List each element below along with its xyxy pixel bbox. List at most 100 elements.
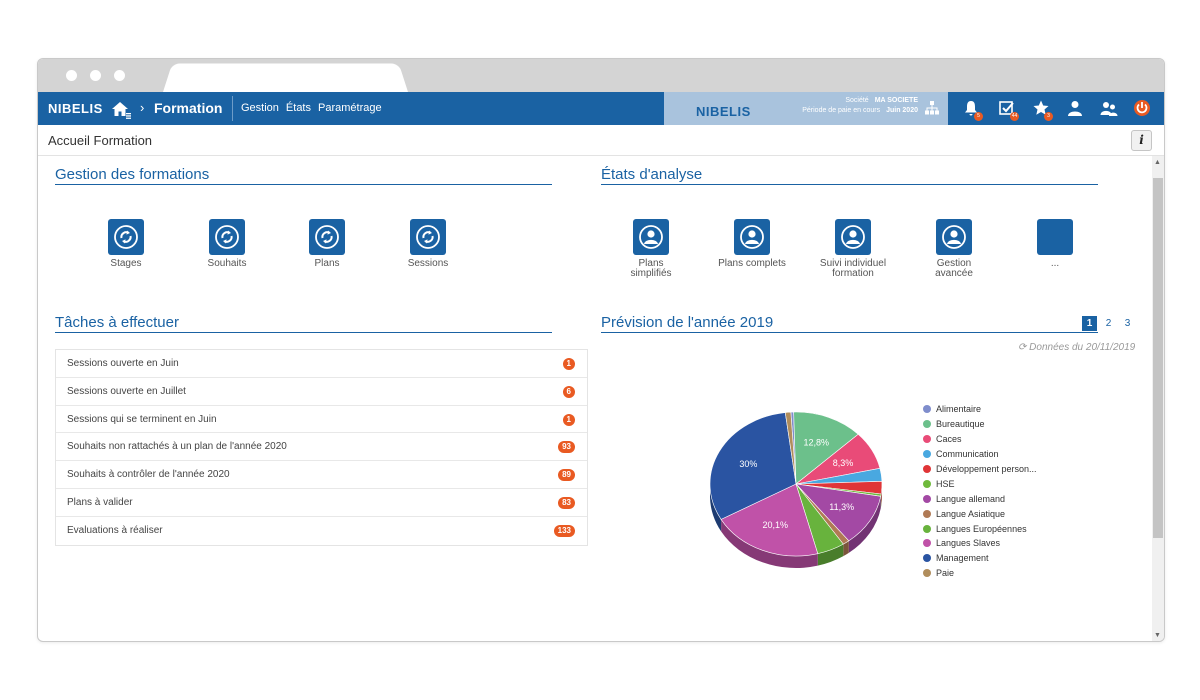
section-title-gestion: Gestion des formations — [55, 166, 552, 185]
section-title-prevision: Prévision de l'année 2019 — [601, 314, 1098, 333]
scroll-thumb[interactable] — [1153, 178, 1163, 538]
bell-badge: 5 — [974, 112, 983, 121]
tile-label-line1: Plans — [638, 258, 664, 269]
task-label: Sessions qui se terminent en Juin — [67, 413, 217, 425]
user-circle-icon — [835, 219, 871, 255]
pager-page-2[interactable]: 2 — [1105, 318, 1112, 329]
browser-tab[interactable] — [163, 63, 408, 92]
tile-gestion-1[interactable]: Souhaits — [187, 219, 267, 269]
breadcrumb-current[interactable]: Formation — [154, 100, 223, 116]
pie-chart: 12,8%8,3% 11,3% 20,1% 30% — [709, 411, 883, 568]
pager-page-1[interactable]: 1 — [1082, 316, 1097, 331]
tile-etats-3[interactable]: Gestion avancée — [914, 219, 994, 279]
legend-item[interactable]: Management — [923, 551, 1037, 566]
legend-item[interactable]: Langue allemand — [923, 491, 1037, 506]
tile-etats-1[interactable]: Plans complets — [712, 219, 792, 269]
legend-label: Langue allemand — [936, 493, 1006, 504]
refresh-icon[interactable]: ⟳ — [1018, 342, 1027, 353]
tile-etats-2[interactable]: Suivi individuel formation — [813, 219, 893, 279]
tile-label-line1: ... — [1050, 258, 1060, 269]
pie-slice[interactable] — [793, 411, 859, 485]
legend-item[interactable]: Langues Slaves — [923, 536, 1037, 551]
legend-dot — [923, 569, 931, 578]
company-label: Société — [845, 97, 869, 104]
favorites-badge: 3 — [1044, 112, 1053, 121]
window-dot-minimize[interactable] — [90, 70, 101, 81]
legend-label: Langues Européennes — [936, 523, 1027, 534]
refresh-cycle-icon — [209, 219, 245, 255]
tile-gestion-0[interactable]: Stages — [86, 219, 166, 269]
task-count-badge: 93 — [558, 441, 575, 454]
legend-dot — [923, 539, 931, 548]
task-count-badge: 89 — [558, 469, 575, 482]
star-icon — [1033, 100, 1049, 115]
scroll-up-icon[interactable]: ▲ — [1154, 159, 1161, 166]
user-icon[interactable] — [1066, 99, 1084, 117]
tile-label: Gestion avancée — [914, 259, 994, 279]
legend-label: Langues Slaves — [936, 538, 1001, 549]
more-tile-icon — [1037, 219, 1073, 255]
legend-item[interactable]: Langues Européennes — [923, 521, 1037, 536]
tasks-badge: 44 — [1010, 112, 1019, 121]
legend-item[interactable]: Langue Asiatique — [923, 506, 1037, 521]
scroll-down-icon[interactable]: ▼ — [1154, 632, 1161, 639]
legend-dot — [923, 509, 931, 518]
task-label: Plans à valider — [67, 496, 133, 508]
task-list: Sessions ouverte en Juin 1 Sessions ouvert… — [55, 349, 588, 546]
pie-slice[interactable] — [720, 483, 819, 557]
tile-label: Suivi individuel formation — [813, 259, 893, 279]
browser-chrome — [38, 59, 1164, 92]
legend-label: Langue Asiatique — [936, 508, 1006, 519]
window-dot-maximize[interactable] — [114, 70, 125, 81]
legend-item[interactable]: Communication — [923, 447, 1037, 462]
home-menu-icon[interactable] — [110, 99, 132, 119]
legend-dot — [923, 479, 931, 488]
tile-label: ... — [1015, 259, 1095, 269]
task-row[interactable]: Sessions ouverte en Juillet 6 — [56, 378, 587, 406]
window-dot-close[interactable] — [66, 70, 77, 81]
legend-item[interactable]: Paie — [923, 566, 1037, 581]
tile-etats-4[interactable]: ... — [1015, 219, 1095, 269]
legend-item[interactable]: HSE — [923, 476, 1037, 491]
tile-label-line2: formation — [832, 268, 874, 279]
users-icon[interactable] — [1100, 99, 1118, 117]
company-selector[interactable]: NIBELIS Société MA SOCIETE Période de pai… — [664, 92, 948, 125]
pie-slice[interactable] — [795, 483, 882, 542]
org-chart-icon[interactable] — [925, 101, 939, 115]
tile-label: Plans complets — [712, 259, 792, 269]
company-logo: NIBELIS — [696, 104, 751, 119]
main-nav: Gestion États Paramétrage — [241, 102, 382, 114]
bell-icon — [965, 101, 977, 116]
legend-item[interactable]: Alimentaire — [923, 402, 1037, 417]
refresh-cycle-icon — [410, 219, 446, 255]
vertical-scrollbar[interactable]: ▲ ▼ — [1152, 156, 1164, 641]
legend-item[interactable]: Caces — [923, 432, 1037, 447]
pie-slice[interactable] — [784, 411, 797, 485]
task-row[interactable]: Evaluations à réaliser 133 — [56, 517, 587, 545]
data-date: ⟳ Données du 20/11/2019 — [1018, 342, 1135, 353]
legend-dot — [923, 465, 931, 473]
legend-item[interactable]: Bureautique — [923, 417, 1037, 432]
nav-gestion[interactable]: Gestion — [241, 102, 279, 114]
tile-gestion-3[interactable]: Sessions — [388, 219, 468, 269]
legend-item[interactable]: Développement person... — [923, 462, 1037, 477]
task-row[interactable]: Souhaits non rattachés à un plan de l'an… — [56, 433, 587, 462]
info-button[interactable]: i — [1131, 130, 1152, 151]
pie-slice[interactable] — [709, 412, 797, 520]
legend-label: Management — [936, 553, 989, 564]
task-row[interactable]: Souhaits à contrôler de l'année 2020 89 — [56, 461, 587, 489]
tile-etats-0[interactable]: Plans simplifiés — [611, 219, 691, 279]
task-row[interactable]: Sessions qui se terminent en Juin 1 — [56, 406, 587, 434]
app-logo[interactable]: NIBELIS — [48, 101, 103, 116]
task-row[interactable]: Plans à valider 83 — [56, 489, 587, 517]
task-label: Sessions ouverte en Juin — [67, 358, 179, 369]
tile-gestion-2[interactable]: Plans — [287, 219, 367, 269]
tile-label-line2: simplifiés — [630, 268, 672, 279]
nav-parametrage[interactable]: Paramétrage — [318, 102, 382, 114]
task-row[interactable]: Sessions ouverte en Juin 1 — [56, 350, 587, 378]
pie-data-label: 20,1% — [762, 520, 788, 530]
pager-page-3[interactable]: 3 — [1124, 318, 1131, 329]
power-icon[interactable] — [1133, 99, 1151, 117]
legend-dot — [923, 494, 931, 503]
nav-etats[interactable]: États — [285, 102, 311, 114]
